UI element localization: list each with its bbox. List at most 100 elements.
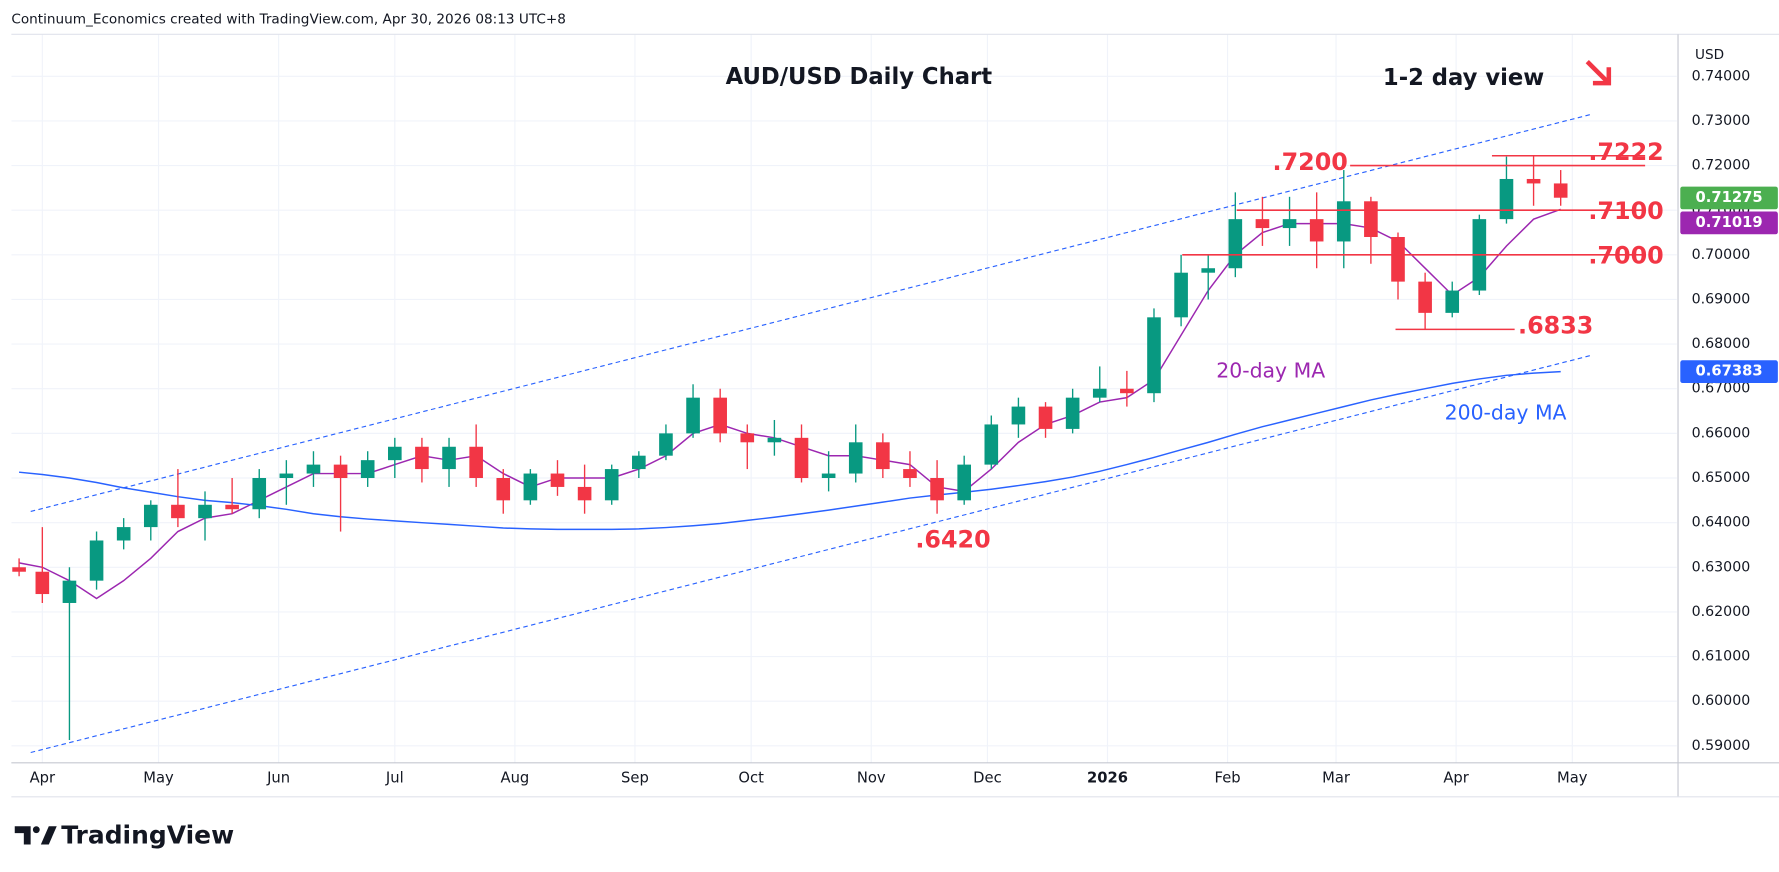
candle-body (1418, 281, 1432, 313)
x-tick-label: Apr (30, 770, 56, 787)
footer-brand: TradingView (61, 821, 234, 850)
candle-body (713, 397, 727, 434)
price-tag (1680, 186, 1778, 210)
candle-body (1391, 236, 1405, 282)
candle-body (1499, 178, 1514, 220)
ma-line (18, 370, 1561, 531)
y-tick-label: 0.67000 (1692, 381, 1751, 397)
candle-body (1336, 201, 1351, 242)
y-tick-label: 0.64000 (1692, 515, 1751, 531)
candle-body (848, 442, 863, 474)
candle-body (550, 473, 565, 487)
candle-body (1282, 219, 1297, 229)
candle-body (143, 504, 158, 528)
candle-body (116, 527, 131, 541)
candle-body (1065, 397, 1080, 429)
x-tick-label: Mar (1322, 770, 1351, 787)
candle-body (659, 433, 673, 456)
candle-body (198, 504, 212, 519)
candle-body (632, 455, 646, 470)
candle-body (876, 442, 890, 470)
x-tick-label: Feb (1215, 770, 1241, 787)
candle-body (1255, 219, 1270, 229)
y-tick-label: 0.73000 (1692, 113, 1751, 129)
x-tick-label: 2026 (1087, 770, 1128, 787)
price-tag-label: 0.67383 (1696, 363, 1763, 380)
candle-body (686, 397, 700, 434)
candle-body (252, 478, 267, 510)
x-tick-label: Sep (621, 770, 649, 787)
tradingview-logo (14, 826, 57, 845)
level-label: .7100 (1588, 197, 1663, 225)
candle-body (767, 437, 782, 443)
candle-body (89, 540, 104, 581)
header: Continuum_Economics created with Trading… (11, 12, 566, 28)
level-label: .6420 (915, 525, 990, 553)
y-tick-label: 0.69000 (1692, 291, 1751, 307)
candle-body (523, 473, 538, 501)
candle-body (740, 433, 755, 443)
candle-body (469, 446, 483, 479)
candle-body (388, 446, 402, 461)
candle-body (984, 424, 999, 465)
candle-body (1038, 406, 1053, 429)
y-tick-label: 0.68000 (1692, 336, 1751, 352)
candle-body (1174, 272, 1188, 318)
y-tick-label: 0.66000 (1692, 425, 1751, 441)
x-tick-label: Nov (857, 770, 886, 787)
candle-body (360, 460, 375, 479)
channel-line (30, 354, 1592, 754)
candle-body (1011, 406, 1026, 425)
x-tick-label: Dec (973, 770, 1002, 787)
ma-line (18, 208, 1561, 600)
candle-body (1526, 178, 1541, 184)
chart-subtitle: 1-2 day view (1383, 65, 1544, 91)
y-tick-label: 0.62000 (1692, 604, 1751, 620)
ma-label: 20-day MA (1216, 358, 1325, 382)
candle-body (1147, 317, 1161, 394)
chart-title: AUD/USD Daily Chart (726, 64, 993, 90)
x-tick-label: Apr (1443, 770, 1469, 787)
x-tick-label: Aug (500, 770, 529, 787)
y-tick-label: 0.61000 (1692, 649, 1751, 665)
candle-body (62, 580, 77, 603)
candle-body (1228, 219, 1243, 269)
price-tag-label: 0.71019 (1696, 214, 1763, 231)
y-tick-label: 0.59000 (1692, 738, 1751, 754)
candle-body (794, 437, 809, 479)
y-tick-label: 0.70000 (1692, 247, 1751, 263)
x-tick-label: Jul (385, 770, 404, 787)
candle-body (577, 486, 592, 501)
candle-body (604, 469, 619, 501)
down-arrow (1585, 59, 1612, 86)
candle-body (415, 446, 429, 470)
candle-body (903, 469, 917, 479)
y-tick-label: 0.72000 (1692, 158, 1751, 174)
y-tick-label: 0.65000 (1692, 470, 1751, 486)
candle-body (12, 567, 26, 572)
candle-body (333, 464, 348, 479)
candle-body (821, 473, 836, 479)
candle-body (496, 478, 511, 501)
candle-body (279, 473, 294, 479)
price-tag (1680, 360, 1778, 383)
y-tick-label: 0.60000 (1692, 693, 1751, 709)
ma-label: 200-day MA (1445, 400, 1567, 424)
candle-body (1309, 219, 1324, 242)
price-tag (1680, 211, 1778, 235)
candle-body (442, 446, 456, 470)
candle-body (225, 504, 239, 510)
candle-body (1445, 290, 1460, 313)
x-tick-label: Oct (738, 770, 764, 787)
x-tick-label: May (1557, 770, 1588, 787)
candle-body (1364, 201, 1378, 237)
candle-body (930, 478, 944, 501)
candle-body (1553, 183, 1568, 198)
y-tick-label: 0.74000 (1692, 68, 1751, 84)
candle-body (957, 464, 971, 501)
y-tick-label: 0.63000 (1692, 559, 1751, 575)
candle-body (1092, 388, 1107, 398)
x-tick-label: May (143, 770, 174, 787)
